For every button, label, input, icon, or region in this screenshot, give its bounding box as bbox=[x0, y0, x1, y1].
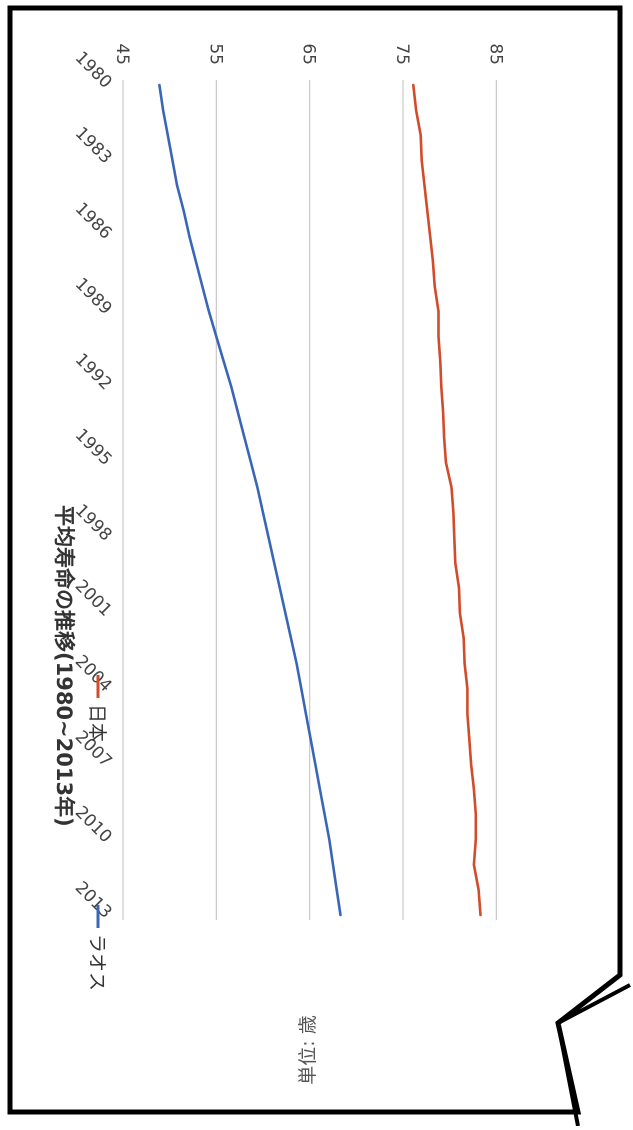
chart-title: 平均寿命の推移(1980~2013年) bbox=[52, 505, 76, 827]
y-tick-labels: 45 55 65 75 85 bbox=[112, 43, 505, 65]
y-tick-label: 85 bbox=[485, 43, 505, 65]
series-line-0 bbox=[158, 83, 342, 917]
speech-bubble-corner bbox=[555, 983, 631, 1127]
y-axis-label: 単位: 歳 bbox=[297, 1015, 319, 1084]
y-tick-label: 45 bbox=[112, 43, 132, 65]
legend-label-laos: ラオス bbox=[86, 934, 108, 991]
legend: ラオス 日本 bbox=[86, 675, 108, 991]
series-layer bbox=[158, 83, 482, 917]
y-tick-label: 55 bbox=[205, 43, 225, 65]
y-tick-label: 75 bbox=[392, 43, 412, 65]
y-tick-label: 65 bbox=[299, 43, 319, 65]
series-line-1 bbox=[412, 83, 482, 917]
legend-label-japan: 日本 bbox=[86, 704, 108, 742]
grid-layer bbox=[122, 80, 497, 920]
